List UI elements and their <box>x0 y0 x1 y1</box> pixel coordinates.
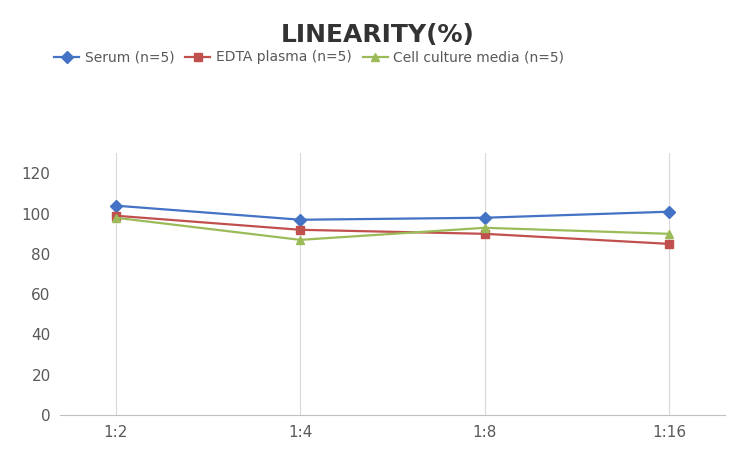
Legend: Serum (n=5), EDTA plasma (n=5), Cell culture media (n=5): Serum (n=5), EDTA plasma (n=5), Cell cul… <box>54 51 564 64</box>
Text: LINEARITY(%): LINEARITY(%) <box>281 23 474 46</box>
